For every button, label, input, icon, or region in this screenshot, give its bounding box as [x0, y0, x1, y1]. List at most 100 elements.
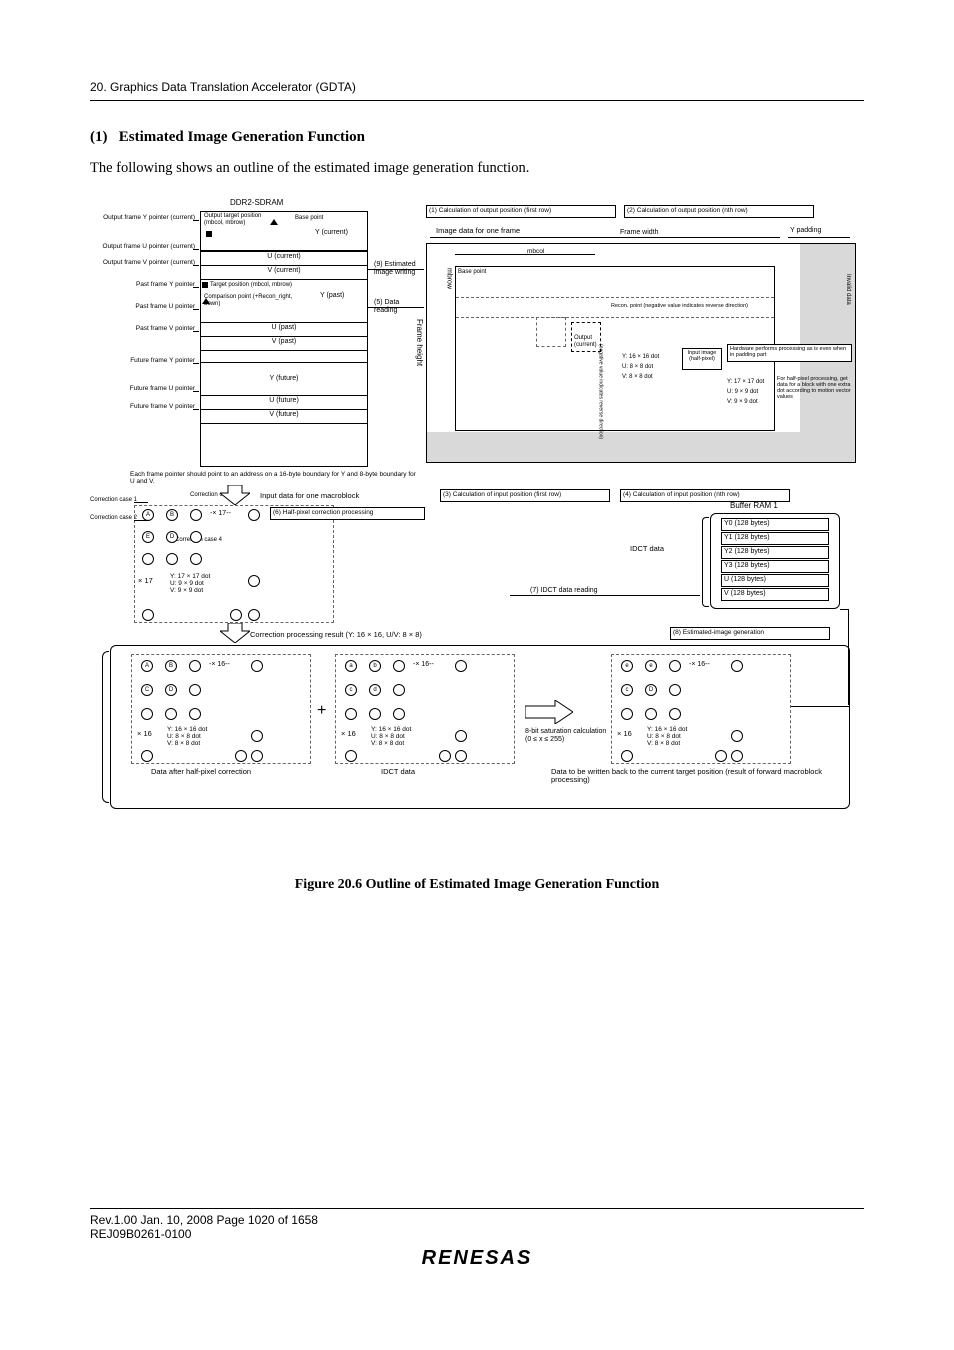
- grid-circ: [248, 509, 260, 521]
- input-image-box: Input image (half-pixel): [682, 348, 722, 370]
- grid-circ: [669, 660, 681, 672]
- header-rule: [90, 100, 864, 101]
- arrow-icon: [193, 265, 199, 266]
- grid-circ: [190, 509, 202, 521]
- grid-circ: [393, 684, 405, 696]
- hollow-arrow-down-icon: [220, 485, 250, 505]
- buf-row: Y3 (128 bytes): [721, 560, 829, 573]
- hw-note-box: Hardware performs processing as is even …: [727, 344, 852, 362]
- arrow-icon: [193, 287, 199, 288]
- marker-icon: [206, 231, 212, 237]
- dims-f: V: 9 × 9 dot: [727, 399, 758, 406]
- ddr-v-past: V (past): [200, 336, 368, 351]
- brace-icon: [102, 651, 109, 803]
- padding-shade: [427, 432, 855, 462]
- grid-circ: [235, 750, 247, 762]
- dims-e: U: 9 × 9 dot: [727, 389, 758, 396]
- grid-circ: [393, 708, 405, 720]
- ddr-column: Output target position (mbcol, mbrow) Ba…: [200, 211, 368, 467]
- grid-circ: b: [369, 660, 381, 672]
- plus-icon: +: [317, 702, 326, 720]
- dim17: × 17: [138, 577, 153, 585]
- ddr-v-cur: V (current): [200, 265, 368, 280]
- ddr-u-cur: U (current): [200, 251, 368, 266]
- connector-line: [791, 706, 849, 707]
- bottom-panel: A B -× 16-- C D × 16 Y: 16 × 16 dot U: 8…: [110, 645, 850, 809]
- ddr-past-head: Target position (mbcol, mbrow) Compariso…: [200, 279, 368, 323]
- grid-circ: [165, 708, 177, 720]
- boundary-note: Each frame pointer should point to an ad…: [130, 471, 420, 485]
- grid-circ: [190, 553, 202, 565]
- ddr-title: DDR2-SDRAM: [230, 199, 283, 208]
- connector-line: [368, 269, 424, 270]
- grid-circ: [669, 708, 681, 720]
- ptr-1: Output frame U pointer (current): [90, 243, 195, 250]
- ddr-comp-point: Comparison point (+Recon_right, down): [204, 294, 304, 307]
- grid-circ: [189, 684, 201, 696]
- grid-circ: [166, 553, 178, 565]
- dims-b: U: 8 × 8 dot: [622, 364, 653, 371]
- image-data-label: Image data for one frame: [436, 227, 520, 235]
- grid-circ: [715, 750, 727, 762]
- recon-note: Recon. point (negative value indicates r…: [611, 303, 771, 309]
- grid-circ: [621, 708, 633, 720]
- hollow-arrow-right-icon: [525, 700, 573, 724]
- dim16-3: × 16: [617, 730, 632, 738]
- grid-circ: B: [166, 509, 178, 521]
- arrow-icon: [193, 331, 199, 332]
- grid-circ: [731, 660, 743, 672]
- dims-c: V: 8 × 8 dot: [622, 374, 653, 381]
- grid-circ: [731, 750, 743, 762]
- footer-docnum: REJ09B0261-0100: [90, 1227, 864, 1241]
- connector-line: [848, 609, 849, 705]
- grid-circ: [251, 660, 263, 672]
- invalid-data-label: Invalid data: [844, 274, 851, 305]
- grid-circ: [369, 708, 381, 720]
- grid-circ: [669, 684, 681, 696]
- triangle-icon: [202, 298, 210, 304]
- buf-row: U (128 bytes): [721, 574, 829, 587]
- grid-circ: [141, 750, 153, 762]
- section-title: Estimated Image Generation Function: [119, 129, 365, 145]
- neg-note-label: (negative value indicates reverse direct…: [597, 344, 603, 439]
- dims-a: Y: 16 × 16 dot: [622, 354, 659, 361]
- arrow-icon: [193, 309, 199, 310]
- panel3-label: Data to be written back to the current t…: [551, 768, 841, 785]
- ddr-u-past: U (past): [200, 322, 368, 337]
- renesas-logo: RENESAS: [90, 1247, 864, 1270]
- grid-circ: [141, 708, 153, 720]
- grid-circ: D: [165, 684, 177, 696]
- grid-circ: [439, 750, 451, 762]
- ptr-6: Future frame Y pointer: [90, 357, 195, 364]
- buf-row: Y2 (128 bytes): [721, 546, 829, 559]
- grid-circ: c: [345, 684, 357, 696]
- target-box: [536, 317, 566, 347]
- figure-diagram: DDR2-SDRAM Output target position (mbcol…: [90, 199, 864, 859]
- panel3-box: [611, 654, 791, 764]
- panel2-box: [335, 654, 515, 764]
- ddr-y-future: Y (future): [200, 362, 368, 396]
- connector-line: [840, 609, 849, 610]
- section-intro: The following shows an outline of the es…: [90, 160, 864, 177]
- arrow-icon: [193, 249, 199, 250]
- ptr-0: Output frame Y pointer (current): [90, 214, 195, 221]
- panel1-label: Data after half-pixel correction: [151, 768, 301, 776]
- grid-circ: [251, 750, 263, 762]
- ptr-5: Past frame V pointer: [90, 325, 195, 332]
- hollow-arrow-down-icon: [220, 623, 250, 643]
- macroblock-box: [134, 505, 334, 623]
- ddr-y-past: Y (past): [320, 292, 344, 300]
- page-header: 20. Graphics Data Translation Accelerato…: [90, 80, 864, 94]
- ptr-2: Output frame V pointer (current): [90, 259, 195, 266]
- dashed-line: [456, 297, 774, 298]
- grid-circ: [189, 708, 201, 720]
- page-footer: Rev.1.00 Jan. 10, 2008 Page 1020 of 1658…: [90, 1208, 864, 1270]
- dim16-2: × 16: [341, 730, 356, 738]
- grid-circ: B: [165, 660, 177, 672]
- dimnote16-2: Y: 16 × 16 dot U: 8 × 8 dot V: 8 × 8 dot: [371, 726, 411, 747]
- ddr-y-cur: Y (current): [315, 229, 348, 237]
- grid-circ: [190, 531, 202, 543]
- grid-circ: c: [621, 684, 633, 696]
- frame-width-label: Frame width: [620, 229, 659, 237]
- grid-circ: [455, 750, 467, 762]
